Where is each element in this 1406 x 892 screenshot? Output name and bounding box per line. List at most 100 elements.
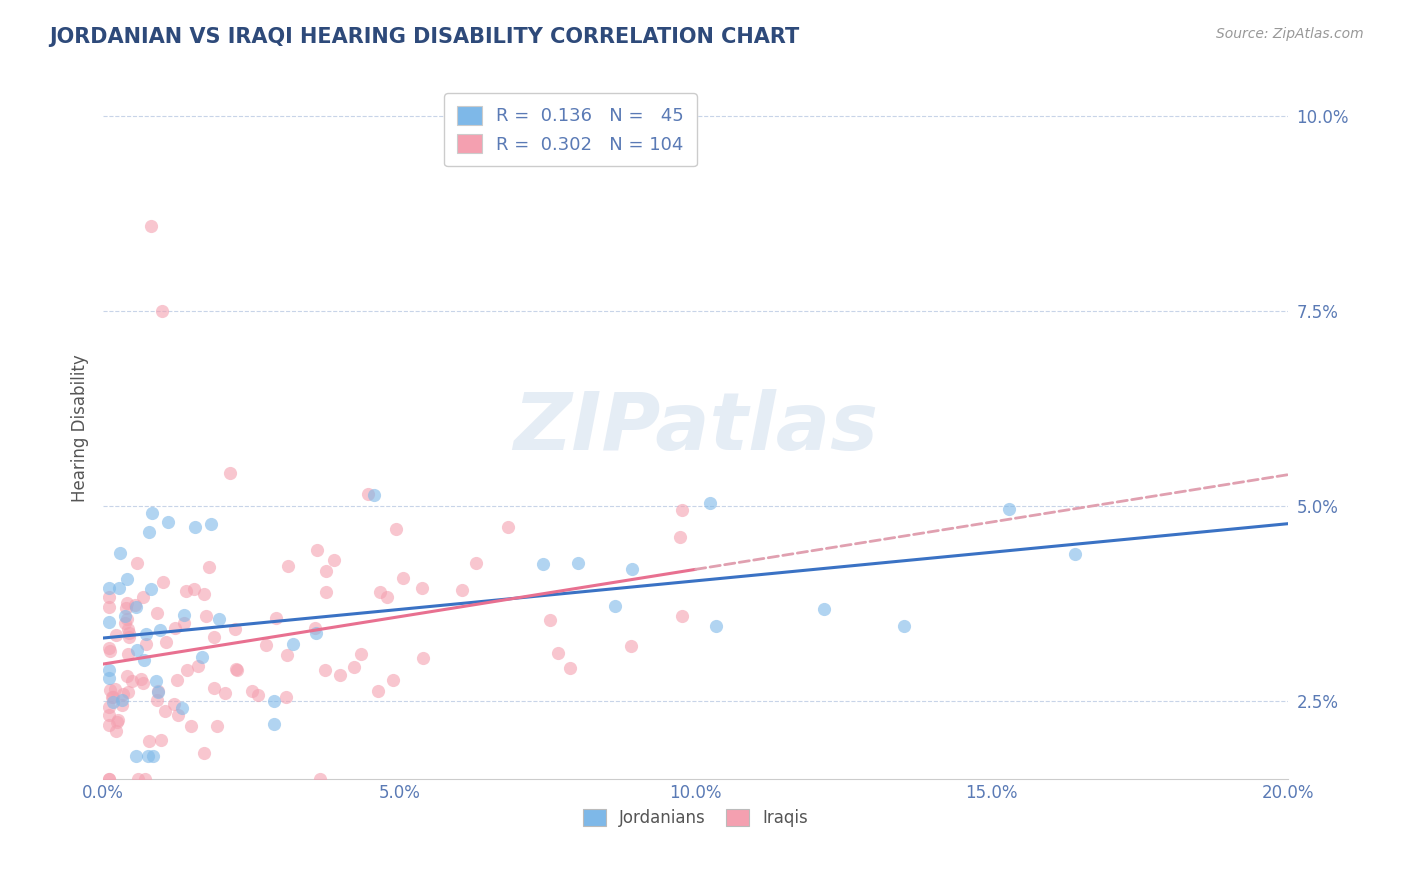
Point <box>531 557 554 571</box>
Point <box>170 701 193 715</box>
Point <box>135 627 157 641</box>
Point <box>315 585 337 599</box>
Point <box>174 583 197 598</box>
Point <box>276 648 298 662</box>
Point <box>304 621 326 635</box>
Point <box>307 542 329 557</box>
Point <box>127 643 149 657</box>
Point <box>277 558 299 573</box>
Point <box>150 732 173 747</box>
Point <box>381 673 404 687</box>
Point <box>146 685 169 699</box>
Point <box>309 772 332 786</box>
Point <box>98 663 121 677</box>
Point <box>173 615 195 630</box>
Point <box>101 690 124 705</box>
Point <box>202 631 225 645</box>
Point <box>98 707 121 722</box>
Point <box>111 698 134 713</box>
Point <box>114 616 136 631</box>
Point <box>152 575 174 590</box>
Point <box>112 687 135 701</box>
Point <box>98 600 121 615</box>
Point <box>183 520 205 534</box>
Point <box>124 599 146 613</box>
Point <box>117 622 139 636</box>
Point <box>567 556 589 570</box>
Point <box>117 572 139 586</box>
Point <box>1064 547 1087 561</box>
Point <box>385 522 408 536</box>
Text: Source: ZipAtlas.com: Source: ZipAtlas.com <box>1216 27 1364 41</box>
Point <box>173 608 195 623</box>
Point <box>108 546 131 560</box>
Point <box>98 682 121 697</box>
Point <box>115 596 138 610</box>
Point <box>98 718 121 732</box>
Point <box>893 619 915 633</box>
Point <box>704 619 727 633</box>
Point <box>129 673 152 687</box>
Point <box>150 304 173 318</box>
Point <box>225 663 247 677</box>
Point <box>104 682 127 697</box>
Point <box>224 623 246 637</box>
Point <box>138 734 160 748</box>
Text: JORDANIAN VS IRAQI HEARING DISABILITY CORRELATION CHART: JORDANIAN VS IRAQI HEARING DISABILITY CO… <box>49 27 800 46</box>
Point <box>187 659 209 673</box>
Point <box>118 626 141 640</box>
Point <box>98 581 121 595</box>
Point <box>605 599 627 613</box>
Point <box>367 683 389 698</box>
Point <box>131 590 153 604</box>
Y-axis label: Hearing Disability: Hearing Disability <box>72 354 89 502</box>
Point <box>240 683 263 698</box>
Point <box>101 690 124 704</box>
Point <box>98 699 121 714</box>
Point <box>375 591 398 605</box>
Point <box>167 707 190 722</box>
Point <box>138 525 160 540</box>
Point <box>305 626 328 640</box>
Point <box>105 628 128 642</box>
Point <box>540 614 562 628</box>
Point <box>108 581 131 595</box>
Point <box>155 635 177 649</box>
Point <box>141 506 163 520</box>
Point <box>254 638 277 652</box>
Point <box>558 661 581 675</box>
Point <box>139 582 162 596</box>
Point <box>127 772 149 786</box>
Point <box>117 669 139 683</box>
Point <box>98 615 121 629</box>
Point <box>105 714 128 729</box>
Point <box>111 693 134 707</box>
Point <box>274 690 297 705</box>
Point <box>117 685 139 699</box>
Point <box>246 689 269 703</box>
Point <box>115 601 138 615</box>
Point <box>208 612 231 626</box>
Point <box>98 772 121 786</box>
Point <box>98 671 121 685</box>
Point <box>263 694 285 708</box>
Point <box>547 646 569 660</box>
Point <box>465 556 488 570</box>
Point <box>350 647 373 661</box>
Point <box>451 582 474 597</box>
Legend: Jordanians, Iraqis: Jordanians, Iraqis <box>576 802 815 834</box>
Point <box>98 591 121 605</box>
Point <box>157 516 180 530</box>
Point <box>153 704 176 718</box>
Point <box>195 609 218 624</box>
Point <box>145 673 167 688</box>
Point <box>105 724 128 739</box>
Point <box>134 772 156 786</box>
Point <box>139 219 162 233</box>
Point <box>127 556 149 570</box>
Point <box>103 695 125 709</box>
Text: ZIPatlas: ZIPatlas <box>513 389 879 467</box>
Point <box>813 601 835 615</box>
Point <box>620 639 643 653</box>
Point <box>671 609 693 624</box>
